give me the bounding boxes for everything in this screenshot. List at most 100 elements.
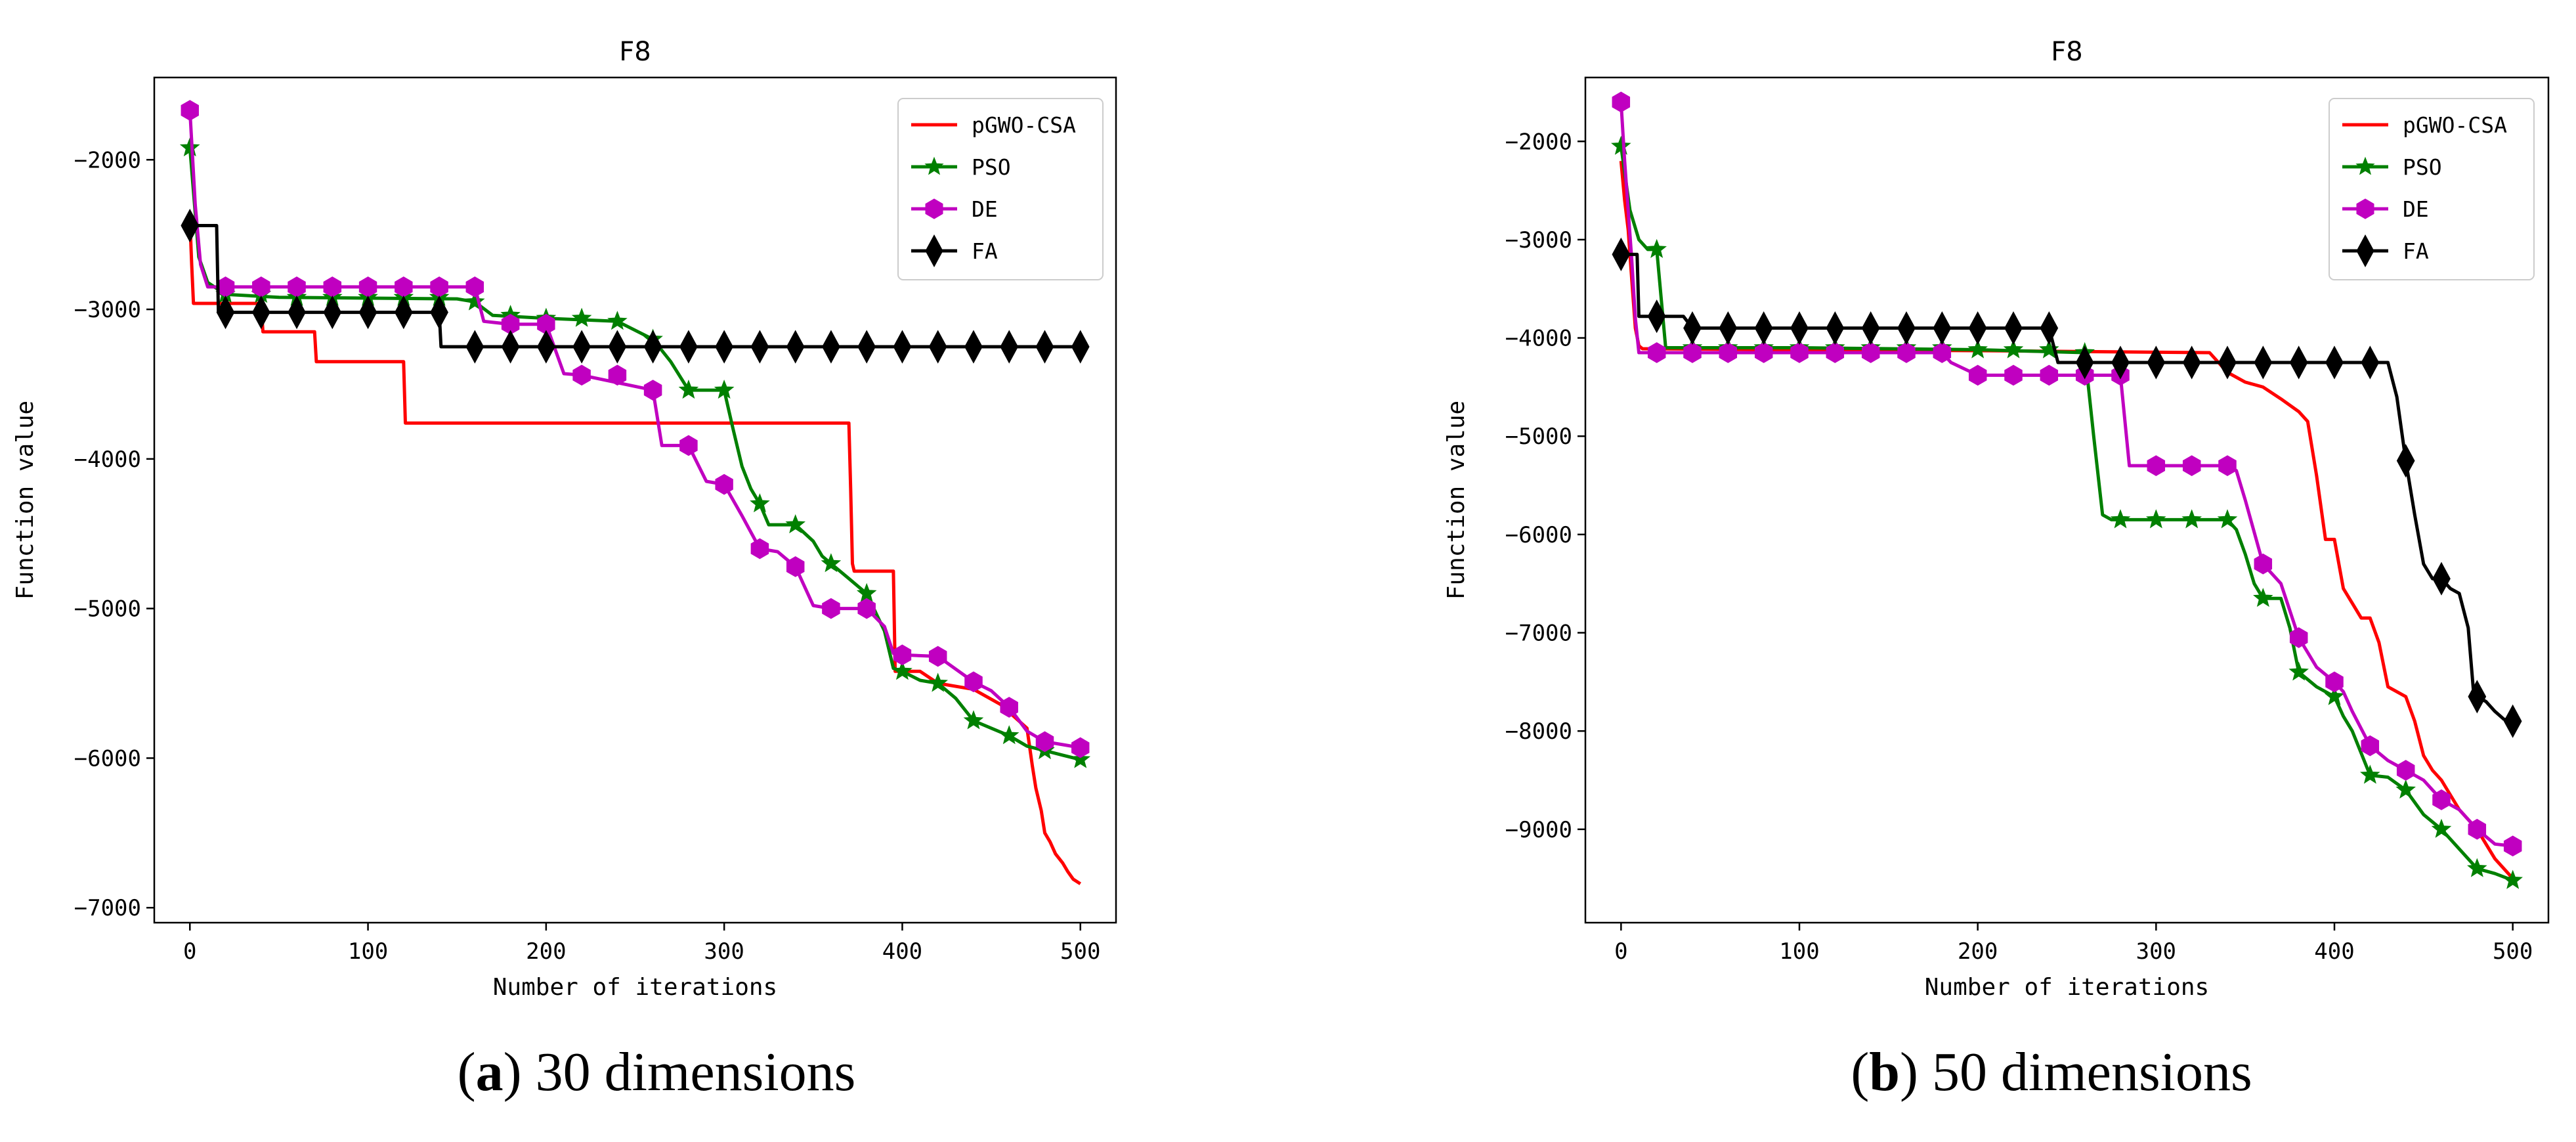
data-point [1647, 299, 1666, 334]
data-point [1826, 311, 1845, 345]
data-point [2146, 509, 2166, 529]
data-point [643, 380, 662, 401]
data-point [2325, 671, 2344, 693]
data-point [822, 598, 840, 619]
data-point [571, 307, 592, 327]
data-point [856, 582, 877, 602]
data-point [1933, 311, 1952, 345]
data-point [1719, 342, 1738, 363]
y-tick-label: −3000 [1505, 227, 1572, 253]
data-point [2396, 760, 2415, 781]
data-point [2289, 345, 2308, 380]
data-point [572, 364, 591, 386]
legend-label: DE [2403, 196, 2429, 222]
data-point [1000, 330, 1019, 364]
legend-label: pGWO-CSA [2403, 112, 2507, 138]
y-tick-label: −9000 [1505, 817, 1572, 843]
data-point [750, 493, 770, 513]
x-tick-label: 200 [1958, 938, 1998, 965]
chart-panel-1: F8 0 100 200 300 400 500 −2000 −3000 −4000 −5000 −6… [12, 37, 1117, 1001]
y-tick-label: −8000 [1505, 718, 1572, 745]
data-point [1719, 311, 1738, 345]
legend-label: pGWO-CSA [972, 112, 1076, 138]
data-point [964, 671, 983, 693]
data-point [1790, 342, 1809, 363]
data-point [1647, 342, 1666, 363]
data-point [1790, 311, 1809, 345]
y-tick-label: −7000 [1505, 621, 1572, 647]
data-point [2182, 345, 2201, 380]
data-point [2003, 339, 2024, 359]
chart-title: F8 [619, 37, 651, 67]
data-point [394, 296, 413, 330]
legend-marker [925, 198, 943, 219]
x-tick-label: 100 [348, 938, 388, 965]
data-point [323, 276, 342, 297]
data-point [572, 330, 591, 364]
y-tick-label: −6000 [1505, 522, 1572, 548]
data-point [1000, 697, 1018, 718]
data-point [786, 556, 805, 577]
data-point [893, 644, 912, 666]
data-point [2468, 818, 2487, 840]
data-point [323, 296, 342, 330]
data-point [608, 330, 627, 364]
y-tick-label: −5000 [74, 596, 141, 623]
data-point [358, 276, 377, 297]
data-point [501, 330, 520, 364]
data-point [1861, 311, 1880, 345]
legend-label: PSO [972, 154, 1011, 180]
y-tick-label: −4000 [74, 447, 141, 473]
data-point [2288, 661, 2309, 681]
x-tick-label: 400 [882, 938, 922, 965]
data-point [607, 311, 628, 330]
x-tick-label: 300 [2136, 938, 2176, 965]
data-point [2182, 455, 2201, 476]
x-tick-label: 500 [2493, 938, 2533, 965]
data-point [2217, 509, 2238, 529]
data-point [2147, 455, 2166, 476]
x-axis-label: Number of iterations [493, 974, 777, 1001]
x-tick-label: 200 [526, 938, 566, 965]
data-point [465, 330, 484, 364]
legend-marker [2355, 156, 2375, 175]
x-tick-label: 0 [1614, 938, 1627, 965]
legend-label: PSO [2403, 154, 2442, 180]
data-point [1683, 342, 1702, 363]
data-point [822, 330, 840, 364]
series-line [1621, 252, 2514, 723]
data-point [1754, 342, 1773, 363]
data-point [2431, 818, 2452, 838]
data-point [2218, 455, 2237, 476]
y-tick-label: −5000 [1505, 424, 1572, 450]
data-point [2432, 789, 2451, 810]
data-point [465, 291, 485, 311]
caption-b-text: 50 dimensions [1918, 1042, 2252, 1103]
caption-a: (a) 30 dimensions [394, 1036, 919, 1109]
legend-box [897, 98, 1104, 280]
data-point [785, 514, 805, 534]
data-point [465, 276, 484, 297]
series-FA [1612, 237, 2522, 738]
data-point [251, 296, 270, 330]
legend-marker [2356, 234, 2374, 268]
data-point [2324, 686, 2345, 705]
data-point [1071, 330, 1090, 364]
x-tick-label: 100 [1779, 938, 1819, 965]
data-point [2147, 345, 2166, 380]
chart-panel-2: F8 0 100 200 300 400 500 −2000 −3000 −4000 −5000 −6… [1443, 37, 2550, 1001]
data-point [1754, 311, 1773, 345]
data-point [928, 672, 948, 692]
data-point [2361, 345, 2380, 380]
data-point [536, 330, 555, 364]
legend-label: FA [972, 238, 998, 264]
series-DE [181, 100, 1090, 758]
y-tick-label: −7000 [74, 895, 141, 921]
caption-a-letter: a [475, 1042, 504, 1103]
data-point [2325, 345, 2344, 380]
data-point [181, 100, 199, 121]
data-point [857, 598, 876, 619]
data-point [2111, 345, 2130, 380]
data-point [715, 330, 734, 364]
